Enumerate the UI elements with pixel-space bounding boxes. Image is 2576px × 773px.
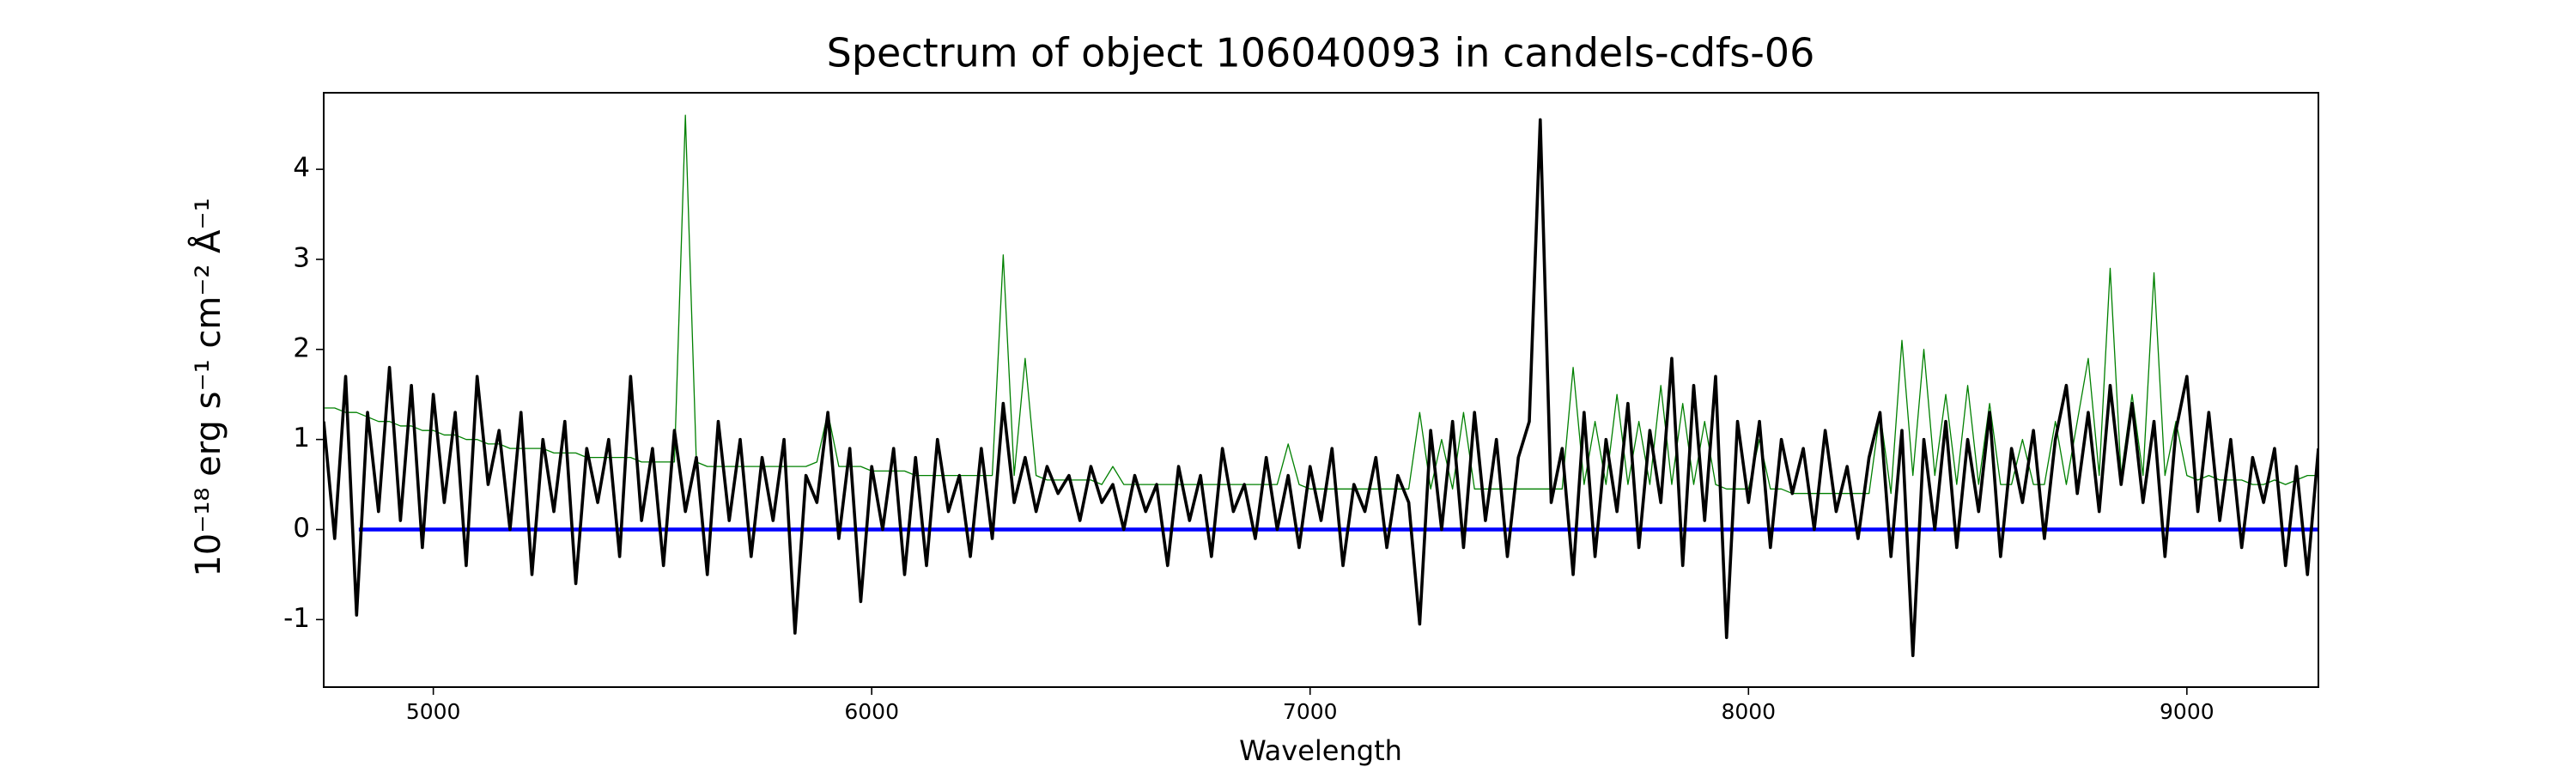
x-tick-label: 6000: [844, 699, 899, 724]
spectrum-line: [324, 114, 2318, 495]
y-axis-label: 10⁻¹⁸ erg s⁻¹ cm⁻² Å⁻¹: [187, 198, 228, 576]
x-tick-label: 8000: [1721, 699, 1776, 724]
x-axis-label: Wavelength: [1239, 734, 1402, 767]
y-tick-label: -1: [283, 603, 310, 634]
chart-title: Spectrum of object 106040093 in candels-…: [827, 30, 1815, 76]
x-tick-label: 9000: [2160, 699, 2215, 724]
y-tick-label: 2: [293, 332, 310, 363]
plot-frame: [323, 92, 2319, 688]
y-tick-label: 1: [293, 423, 310, 453]
spectrum-line: [324, 118, 2318, 658]
y-tick-label: 3: [293, 242, 310, 273]
x-tick-label: 7000: [1283, 699, 1338, 724]
y-tick-label: 4: [293, 153, 310, 184]
x-tick-label: 5000: [406, 699, 461, 724]
y-tick-label: 0: [293, 513, 310, 544]
